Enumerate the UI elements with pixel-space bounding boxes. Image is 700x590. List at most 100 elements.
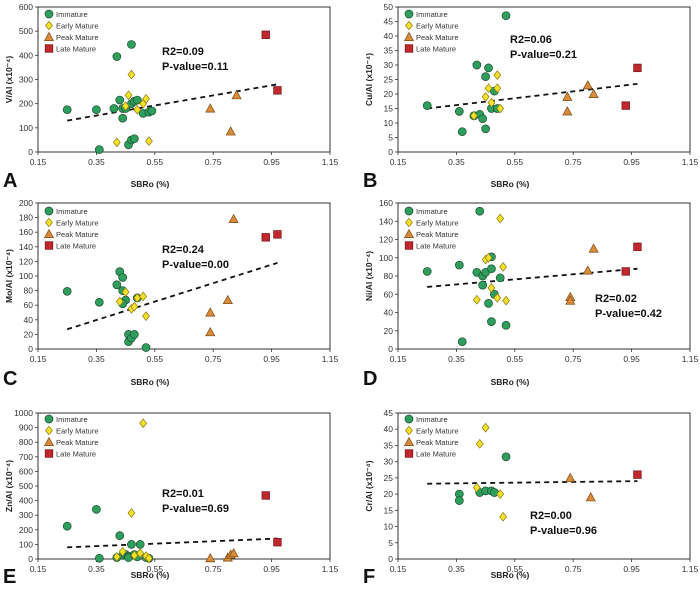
panel-d-xtick-label: 0.35 — [448, 354, 465, 364]
panel-e-ytick-label: 800 — [19, 437, 33, 447]
panel-b-point-immature — [484, 63, 493, 73]
panel-b-point-late-mature — [621, 101, 630, 110]
panel-d-legend-label: Late Mature — [416, 242, 456, 251]
panel-a-point-immature — [115, 95, 125, 105]
panel-f-ytick-label: 5 — [388, 538, 393, 548]
panel-a-xtick-label: 0.35 — [88, 157, 105, 167]
panel-c-ytick-label: 40 — [24, 315, 34, 325]
panel-a-x-axis-label: SBRo (%) — [131, 179, 170, 189]
panel-d-point-immature — [457, 337, 467, 347]
panel-b-xtick-label: 0.95 — [623, 157, 640, 167]
panel-d-pvalue-text: P-value=0.42 — [595, 308, 662, 320]
panel-c-xtick-label: 0.55 — [147, 354, 164, 364]
panel-c-xtick-label: 1.15 — [322, 354, 339, 364]
panel-b-ytick-label: 20 — [384, 89, 394, 99]
panel-b-ytick-label: 50 — [384, 2, 394, 12]
panel-b-ytick-label: 10 — [384, 118, 394, 128]
panel-e-point-late-mature — [273, 538, 282, 547]
panel-d-point-immature — [487, 317, 496, 326]
panel-c-xtick-label: 0.75 — [205, 354, 222, 364]
panel-a-legend-label: Late Mature — [56, 45, 96, 54]
panel-c-point-immature — [94, 297, 104, 307]
panel-d-point-immature — [478, 280, 488, 290]
panel-b-point-early-mature — [493, 83, 502, 94]
panel-e-ytick-label: 300 — [19, 510, 33, 520]
panel-d-point-peak-mature — [565, 295, 576, 305]
panel-a-point-immature — [132, 95, 142, 105]
panel-a-point-immature — [92, 105, 101, 115]
panel-b-x-axis-label: SBRo (%) — [491, 179, 530, 189]
panel-a-legend-label: Immature — [56, 10, 88, 19]
panel-e-point-early-mature — [136, 548, 145, 559]
panel-e-legend-label: Immature — [56, 415, 88, 424]
panel-d-point-immature — [484, 299, 493, 308]
panel-c-point-immature — [62, 286, 72, 296]
panel-e-point-early-mature — [130, 550, 139, 561]
panel-c-legend-label: Immature — [56, 207, 88, 216]
panel-d-point-peak-mature — [582, 265, 593, 275]
panel-a-point-peak-mature — [231, 89, 242, 100]
panel-d-legend-label: Peak Mature — [416, 230, 459, 239]
panel-d-ytick-label: 160 — [379, 198, 393, 208]
panel-a-xtick-label: 0.55 — [147, 157, 164, 167]
panel-f-legend-marker — [405, 425, 413, 436]
panel-b-legend-marker — [404, 44, 414, 53]
panel-c-point-early-mature — [121, 287, 130, 297]
panel-c-ytick-label: 200 — [19, 198, 33, 208]
panel-e-point-peak-mature — [228, 547, 239, 558]
panel-c-point-immature — [112, 280, 122, 290]
panel-d-point-early-mature — [484, 252, 493, 263]
panel-d-xtick-label: 0.75 — [565, 354, 582, 364]
panel-e-ytick-label: 900 — [19, 423, 33, 433]
panel-f-point-immature — [454, 496, 464, 505]
panel-b-legend-marker — [403, 31, 415, 41]
panel-f-legend-marker — [403, 436, 415, 446]
panel-a-point-immature — [127, 40, 136, 49]
panel-c-ytick-label: 180 — [19, 213, 33, 223]
panel-c-x-axis-label: SBRo (%) — [131, 377, 170, 387]
panel-f-point-early-mature — [496, 489, 505, 499]
panel-c-xtick-label: 0.15 — [30, 354, 47, 364]
panel-b-legend-label: Immature — [416, 10, 448, 19]
panel-b-ytick-label: 25 — [384, 75, 394, 85]
panel-f-pvalue-text: P-value=0.96 — [530, 525, 597, 537]
panel-c-point-peak-mature — [205, 326, 216, 337]
panel-c-trend-line — [66, 262, 278, 331]
panel-a-legend-label: Peak Mature — [56, 33, 99, 42]
panel-e-plot-frame — [37, 412, 331, 560]
panel-b-ytick-label: 0 — [388, 147, 393, 157]
panel-a-r2-text: R2=0.09 — [162, 46, 204, 58]
panel-a-ytick-label: 300 — [19, 75, 33, 85]
panel-b: 0 5 10 15 20 25 30 35 40 45 50 0.15 0.35 0.55 0.75 0.95… — [363, 2, 699, 192]
panel-c-point-peak-mature — [222, 294, 233, 305]
panel-f-ytick-label: 45 — [384, 408, 394, 418]
panel-c-point-late-mature — [261, 233, 270, 242]
panel-b-point-immature — [481, 72, 490, 81]
panel-a-point-late-mature — [261, 30, 270, 39]
panel-f-legend-marker — [404, 449, 414, 458]
panel-f-xtick-label: 0.35 — [448, 564, 465, 574]
panel-e-point-early-mature — [139, 418, 148, 429]
panel-f-letter: F — [363, 566, 375, 588]
panel-d-xtick-label: 0.95 — [623, 354, 640, 364]
panel-d-ytick-label: 0 — [388, 344, 393, 354]
panel-c-point-early-mature — [115, 296, 124, 307]
panel-f-xtick-label: 0.75 — [565, 564, 582, 574]
panel-c-xtick-label: 0.95 — [263, 354, 280, 364]
panel-e-ytick-label: 500 — [19, 481, 33, 491]
panel-d-ytick-label: 100 — [379, 253, 393, 263]
panel-d-y-axis-label: Ni/Al (x10⁻⁴) — [364, 251, 374, 301]
panel-c-ytick-label: 0 — [28, 344, 33, 354]
panel-e-point-immature — [115, 531, 125, 540]
panel-c-legend-marker — [44, 241, 54, 250]
panel-c-point-peak-mature — [205, 307, 216, 317]
panel-f-legend-label: Immature — [416, 415, 448, 424]
panel-d-ytick-label: 40 — [384, 308, 394, 318]
panel-e-point-immature — [92, 505, 101, 514]
panel-a-ytick-label: 500 — [19, 26, 33, 36]
panel-b-point-early-mature — [481, 92, 490, 102]
panel-a-point-early-mature — [133, 104, 142, 115]
panel-c-point-late-mature — [273, 230, 282, 239]
panel-a-point-immature — [147, 106, 157, 116]
panel-e-point-immature — [127, 540, 136, 549]
